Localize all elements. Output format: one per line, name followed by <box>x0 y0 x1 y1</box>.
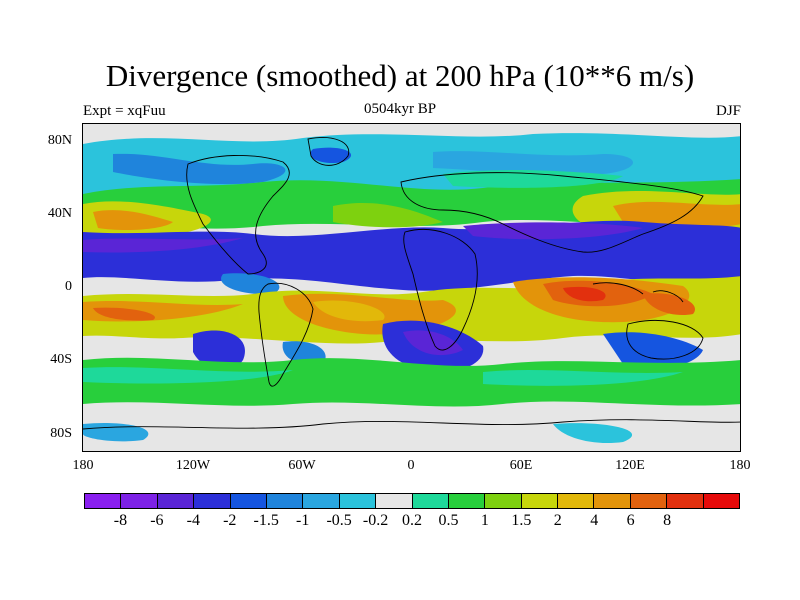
lon-tick-180e: 180 <box>729 458 751 473</box>
lon-tick-180w: 180 <box>72 458 94 473</box>
experiment-label: Expt = xqFuu <box>83 103 166 119</box>
colorbar-label: 4 <box>590 512 599 529</box>
lon-tick-120w: 120W <box>175 458 211 473</box>
colorbar-label: -4 <box>186 512 200 529</box>
map-title: Divergence (smoothed) at 200 hPa (10**6 … <box>105 58 695 93</box>
time-label: 0504kyr BP <box>363 101 437 117</box>
colorbar-label: 6 <box>626 512 635 529</box>
colorbar-label: -6 <box>150 512 164 529</box>
colorbar-swatch <box>339 494 377 508</box>
colorbar-swatch <box>630 494 668 508</box>
colorbar-swatch <box>448 494 486 508</box>
colorbar-label: -1.5 <box>253 512 279 529</box>
colorbar-swatch <box>121 494 158 508</box>
colorbar-label: -2 <box>223 512 237 529</box>
colorbar-swatch <box>412 494 449 508</box>
colorbar-swatch <box>521 494 559 508</box>
colorbar-swatch <box>266 494 304 508</box>
colorbar-swatch <box>376 494 413 508</box>
lat-tick-80s: 80S <box>50 426 72 441</box>
divergence-map <box>82 123 741 452</box>
colorbar-swatch <box>194 494 231 508</box>
lon-tick-0: 0 <box>407 458 415 473</box>
lon-tick-60w: 60W <box>288 458 316 473</box>
colorbar-swatch <box>157 494 195 508</box>
colorbar-swatch <box>703 494 740 508</box>
colorbar-swatch <box>303 494 340 508</box>
lon-tick-120e: 120E <box>615 458 645 473</box>
colorbar-label: -0.2 <box>362 512 389 529</box>
colorbar-label: 8 <box>663 512 672 529</box>
colorbar-swatch <box>230 494 267 508</box>
lon-tick-60e: 60E <box>509 458 533 473</box>
colorbar-label: 2 <box>553 512 562 529</box>
colorbar-swatch <box>485 494 522 508</box>
colorbar-swatch <box>667 494 704 508</box>
lat-tick-80n: 80N <box>47 133 72 148</box>
colorbar-label: 1.5 <box>511 512 532 529</box>
lat-tick-40s: 40S <box>50 352 72 367</box>
colorbar-label: -1 <box>295 512 310 529</box>
colorbar-label: 0.5 <box>438 512 459 529</box>
season-label: DJF <box>715 103 741 119</box>
lat-tick-40n: 40N <box>47 206 72 221</box>
colorbar-swatch <box>85 494 122 508</box>
lat-tick-0: 0 <box>65 279 72 294</box>
colorbar-swatch <box>594 494 631 508</box>
colorbar-label: -0.5 <box>326 512 352 529</box>
colorbar-label: 0.2 <box>402 512 422 529</box>
colorbar-swatch <box>558 494 595 508</box>
colorbar <box>84 493 740 509</box>
colorbar-label: 1 <box>480 512 489 529</box>
colorbar-label: -8 <box>113 512 128 529</box>
